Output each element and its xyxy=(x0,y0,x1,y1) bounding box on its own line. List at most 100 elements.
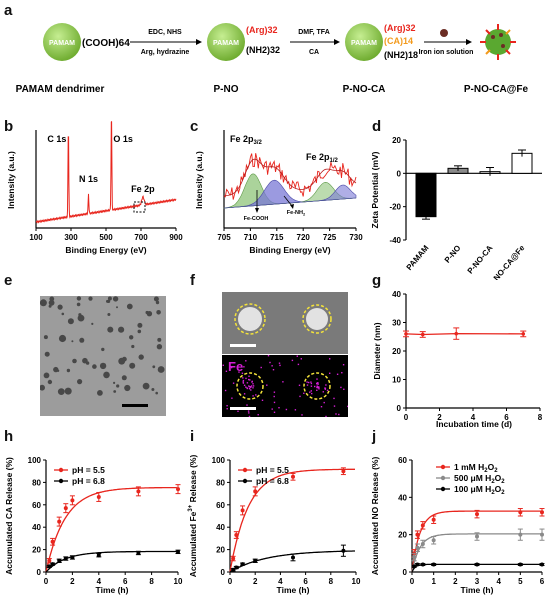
j-xtick: 6 xyxy=(540,577,545,586)
i-point xyxy=(341,548,346,553)
h-point xyxy=(63,556,68,561)
fe-2p-box xyxy=(133,201,146,213)
sphere-label-2: PAMAM xyxy=(213,40,239,47)
h-point xyxy=(176,549,180,554)
g-series-line xyxy=(405,332,524,336)
b-ylabel: Intensity (a.u.) xyxy=(6,151,16,209)
name-pamam: PAMAM dendrimer xyxy=(16,84,105,95)
fe-scale-bar xyxy=(230,407,256,410)
h-fit-line xyxy=(45,486,177,573)
g-xlabel: Incubation time (d) xyxy=(436,419,512,429)
i-legend-marker xyxy=(242,467,248,473)
h-ytick: 100 xyxy=(28,456,42,465)
panel-label-i: i xyxy=(190,428,195,445)
pamam-sphere-1 xyxy=(43,23,81,61)
name-pno: P-NO xyxy=(214,84,239,95)
panel-label-f: f xyxy=(190,272,195,289)
h-xlabel: Time (h) xyxy=(96,585,129,595)
h-ytick: 80 xyxy=(32,478,41,487)
b-peak-label: C 1s xyxy=(47,134,66,144)
b-xtick: 900 xyxy=(169,233,183,242)
i-point xyxy=(234,565,239,570)
name-pnoca: P-NO-CA xyxy=(343,84,386,95)
j-point xyxy=(540,532,544,537)
j-point xyxy=(420,562,425,567)
diameter-chart: 0 2 4 6 8 0 10 20 30 40 Incubation time (d) Diame… xyxy=(372,290,543,429)
arrow-1-head xyxy=(196,39,202,45)
h-point xyxy=(50,562,55,567)
j-xtick: 5 xyxy=(518,577,523,586)
i-point xyxy=(231,556,236,561)
j-xtick: 1 xyxy=(431,577,436,586)
h-xtick: 8 xyxy=(149,577,154,586)
g-ylabel: Diameter (nm) xyxy=(372,322,382,379)
h-point xyxy=(63,506,68,511)
j-xtick: 2 xyxy=(453,577,458,586)
g-xtick: 8 xyxy=(538,413,543,422)
panel-label-d: d xyxy=(372,118,382,135)
j-xtick: 4 xyxy=(496,577,501,586)
c-xlabel: Binding Energy (eV) xyxy=(249,245,330,255)
c-xtick: 725 xyxy=(323,233,337,242)
g-point xyxy=(454,331,459,336)
i-ytick: 100 xyxy=(212,456,226,465)
b-peak-label: O 1s xyxy=(113,134,133,144)
c-xtick: 715 xyxy=(270,233,284,242)
g-ytick: 30 xyxy=(392,319,401,328)
j-point xyxy=(475,562,479,567)
s3-nh2: (NH2)18 xyxy=(384,50,418,60)
panel-label-a: a xyxy=(4,2,13,19)
panel-label-b: b xyxy=(4,118,14,135)
g-point xyxy=(404,332,408,336)
h-point xyxy=(47,558,52,563)
h-point xyxy=(50,539,55,544)
i-point xyxy=(240,508,245,513)
c-fe2p12: Fe 2p1/2 xyxy=(306,152,339,164)
i-legend-label: pH = 5.5 xyxy=(256,465,289,475)
j-xtick: 0 xyxy=(410,577,415,586)
scheme-svg: PAMAM (COOH)64 EDC, NHS Arg, hydrazine P… xyxy=(16,23,529,95)
panel-label-c: c xyxy=(190,118,199,135)
j-legend-label: 100 μM H2O2 xyxy=(454,484,505,496)
panel-label-g: g xyxy=(372,272,382,289)
h-point xyxy=(96,553,101,558)
panel-label-e: e xyxy=(4,272,13,289)
i-xtick: 4 xyxy=(278,577,283,586)
arrow-1-top: EDC, NHS xyxy=(148,29,182,36)
c-label-cooh: Fe-COOH xyxy=(244,216,269,222)
c-xtick: 730 xyxy=(349,233,363,242)
fe-raw-line xyxy=(223,153,357,200)
h-legend-marker xyxy=(58,467,64,473)
d-ytick: 20 xyxy=(392,136,401,145)
arrow-2-head xyxy=(334,39,340,45)
s3-arg: (Arg)32 xyxy=(384,23,416,33)
h-legend-label: pH = 5.5 xyxy=(72,465,105,475)
j-point xyxy=(431,562,436,567)
c-arrow-nh2-head xyxy=(290,204,294,209)
c-fe2p32: Fe 2p3/2 xyxy=(230,134,263,146)
arrow-1-bottom: Arg, hydrazine xyxy=(141,49,190,56)
tem-scale-bar xyxy=(122,404,148,407)
j-xtick: 3 xyxy=(475,577,480,586)
pamam-sphere-2 xyxy=(207,23,245,61)
j-legend-label: 500 μM H2O2 xyxy=(454,473,505,485)
stem-scale-bar xyxy=(230,344,256,347)
pamam-sphere-3 xyxy=(345,23,383,61)
g-point xyxy=(521,332,526,336)
i-point xyxy=(253,489,258,494)
c-arrow-nh2 xyxy=(283,195,293,207)
j-point xyxy=(540,510,544,515)
i-ytick: 0 xyxy=(221,568,226,577)
i-point xyxy=(341,469,346,474)
j-point xyxy=(412,555,417,560)
arrow-3-bottom: Iron ion solution xyxy=(419,49,474,56)
b-xtick: 500 xyxy=(99,233,113,242)
j-ytick: 60 xyxy=(398,456,407,465)
h-ytick: 40 xyxy=(32,523,41,532)
h-point xyxy=(96,494,101,499)
fe-map-label: Fe xyxy=(228,359,243,374)
arrow-3-head xyxy=(466,39,472,45)
